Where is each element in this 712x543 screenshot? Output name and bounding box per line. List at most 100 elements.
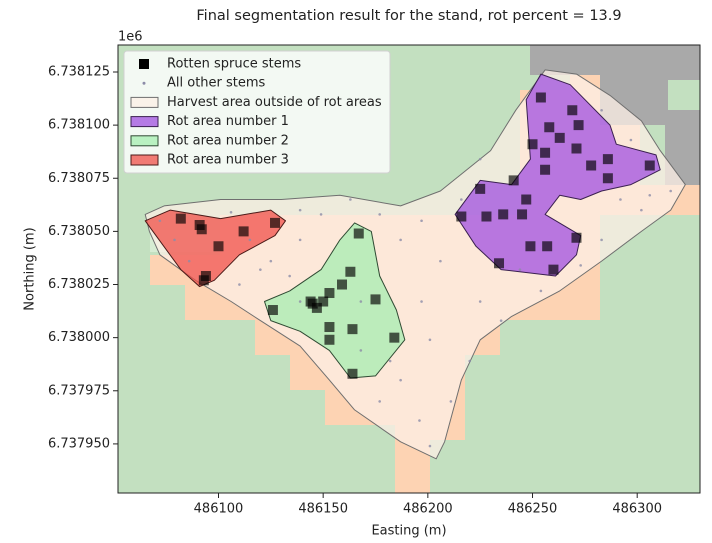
other-stem [418, 419, 421, 422]
other-stem [378, 213, 381, 216]
rotten-stem [521, 194, 532, 205]
x-tick-label: 486300 [612, 502, 662, 517]
y-tick-label: 6.738025 [48, 277, 110, 292]
y-axis-label: Northing (m) [23, 227, 38, 310]
other-stem [238, 283, 241, 286]
other-stem [349, 198, 352, 201]
rotten-stem [586, 160, 597, 171]
legend-box [123, 50, 391, 174]
other-stem [269, 259, 273, 263]
rotten-stem [475, 183, 486, 194]
rotten-stem [540, 147, 551, 158]
other-stem [259, 268, 262, 271]
plot-frame [117, 44, 701, 494]
rotten-stem [318, 296, 329, 307]
legend-label: Rot area number 1 [167, 114, 289, 129]
legend-label: All other stems [167, 76, 266, 91]
other-stem [629, 138, 633, 142]
legend-swatch [139, 59, 149, 69]
rotten-stem [337, 279, 348, 290]
other-stem [600, 108, 603, 112]
rotten-stem [175, 213, 186, 224]
chart-title: Final segmentation result for the stand,… [196, 8, 621, 24]
rotten-stem [540, 164, 551, 175]
rotten-stem [508, 175, 519, 186]
plot-marks [144, 69, 686, 460]
rotten-stem [324, 334, 335, 345]
raster-green [668, 80, 700, 110]
other-stem [319, 213, 323, 216]
legend-label: Rot area number 3 [167, 153, 289, 168]
legend-swatch [142, 81, 146, 85]
rotten-stem [573, 120, 584, 131]
legend-swatch [130, 116, 159, 128]
other-stem [428, 338, 432, 342]
other-stem [449, 400, 453, 403]
y-tick-label: 6.738125 [48, 64, 110, 79]
rotten-stem [305, 296, 316, 307]
rotten-stem [525, 241, 536, 252]
other-stem [399, 238, 402, 242]
rotten-stem [238, 226, 249, 237]
other-stem [420, 219, 423, 223]
rotten-stem [544, 122, 555, 133]
area-polygon [264, 222, 406, 379]
other-stem [478, 300, 482, 303]
other-stem [298, 300, 302, 303]
other-stem [539, 289, 543, 293]
other-stem [288, 274, 291, 278]
y-tick-label: 6.738075 [48, 171, 110, 186]
legend-swatch [130, 154, 159, 166]
rotten-stem [644, 160, 655, 171]
rotten-stem [324, 288, 335, 299]
other-stem [359, 349, 363, 352]
rotten-stem [498, 209, 509, 220]
other-stem [173, 238, 176, 242]
other-stem [499, 319, 503, 322]
other-stem [420, 300, 423, 303]
other-stem [248, 238, 252, 242]
other-stem [378, 400, 381, 403]
rotten-stem [571, 143, 582, 154]
x-axis-label: Easting (m) [371, 524, 446, 539]
rotten-stem [370, 294, 381, 305]
rotten-stem [494, 258, 505, 269]
other-stem [640, 208, 643, 212]
other-stem [158, 219, 162, 223]
rotten-stem [196, 224, 207, 235]
other-stem [439, 259, 442, 263]
rotten-stem [353, 228, 364, 239]
rotten-stem [548, 264, 559, 275]
y-tick-label: 6.738100 [48, 118, 110, 133]
rotten-stem [456, 211, 467, 222]
rotten-stem [389, 332, 400, 343]
rotten-stem [267, 305, 278, 316]
legend-swatch [130, 96, 159, 108]
rotten-stem [554, 132, 565, 143]
y-tick-label: 6.737950 [48, 436, 110, 451]
legend-label: Harvest area outside of rot areas [167, 95, 382, 110]
rotten-stem [571, 232, 582, 243]
y-tick-label: 6.738000 [48, 330, 110, 345]
other-stem [187, 259, 191, 263]
rotten-stem [213, 241, 224, 252]
x-tick-label: 486250 [508, 502, 558, 517]
y-tick-label: 6.737975 [48, 383, 110, 398]
other-stem [359, 300, 363, 303]
rotten-stem [198, 275, 209, 286]
legend-label: Rotten spruce stems [167, 57, 301, 72]
rotten-stem [347, 368, 358, 379]
other-stem [478, 157, 482, 161]
rotten-stem [345, 266, 356, 277]
other-stem [388, 359, 392, 363]
x-tick-label: 486100 [194, 502, 244, 517]
legend-swatch [130, 135, 159, 147]
other-stem [600, 238, 603, 242]
legend-label: Rot area number 2 [167, 133, 289, 148]
other-stem [298, 238, 302, 242]
rotten-stem [602, 154, 613, 165]
rotten-stem [527, 139, 538, 150]
rotten-stem [517, 209, 528, 220]
rotten-stem [567, 105, 578, 116]
